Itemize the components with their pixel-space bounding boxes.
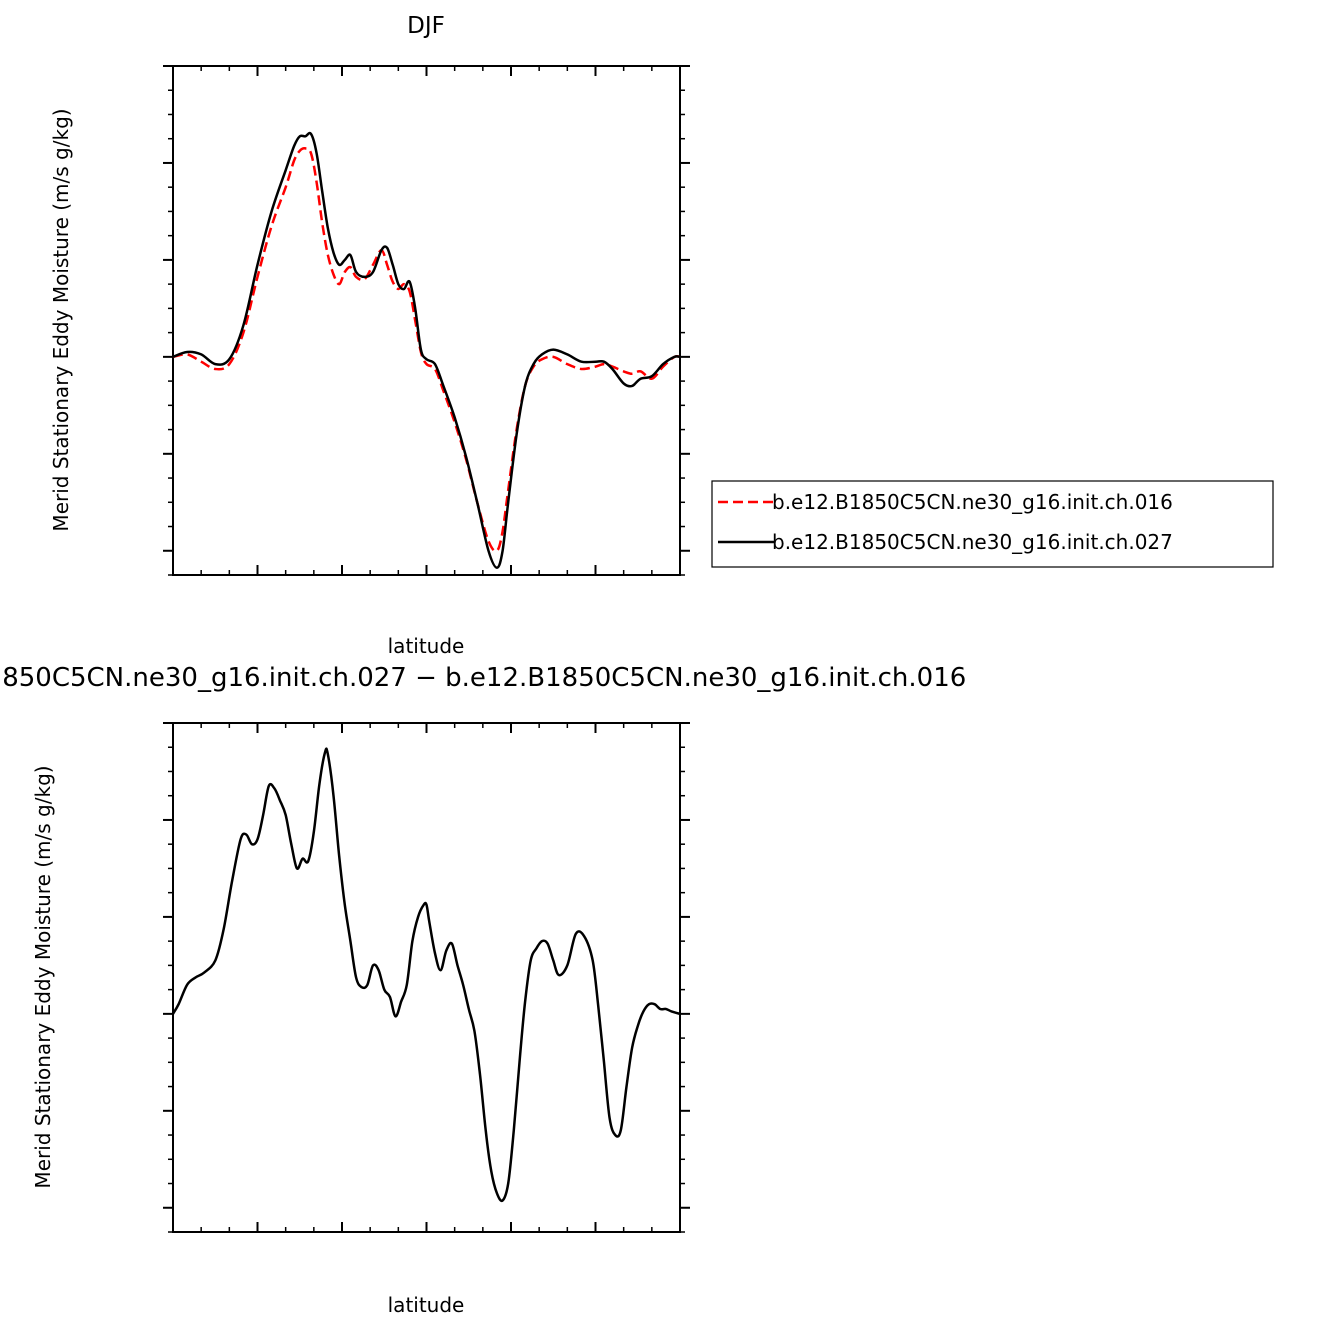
top-x-axis-label: latitude	[388, 634, 465, 658]
bottom-x-axis-label: latitude	[388, 1293, 465, 1317]
legend: b.e12.B1850C5CN.ne30_g16.init.ch.016 b.e…	[711, 480, 1274, 568]
top-chart-title: DJF	[407, 13, 445, 39]
series-line-1-0	[171, 747, 681, 1203]
legend-label-series-016: b.e12.B1850C5CN.ne30_g16.init.ch.016	[772, 490, 1173, 514]
top-y-axis-label: Merid Stationary Eddy Moisture (m/s g/kg…	[49, 108, 73, 531]
series-line-0-0	[172, 147, 681, 553]
bottom-chart-title: b.e12.B1850C5CN.ne30_g16.init.ch.027 − b…	[0, 663, 966, 693]
bottom-plot-area	[163, 722, 690, 1233]
bottom-y-axis-label: Merid Stationary Eddy Moisture (m/s g/kg…	[31, 765, 55, 1188]
top-plot-area	[163, 65, 690, 576]
series-line-0-1	[172, 131, 681, 569]
bottom-panel: b.e12.B1850C5CN.ne30_g16.init.ch.027 − b…	[0, 663, 966, 1317]
top-panel: DJF Merid Stationary Eddy Moisture (m/s …	[49, 13, 1274, 658]
legend-label-series-027: b.e12.B1850C5CN.ne30_g16.init.ch.027	[772, 530, 1173, 554]
legend-box	[711, 480, 1274, 568]
